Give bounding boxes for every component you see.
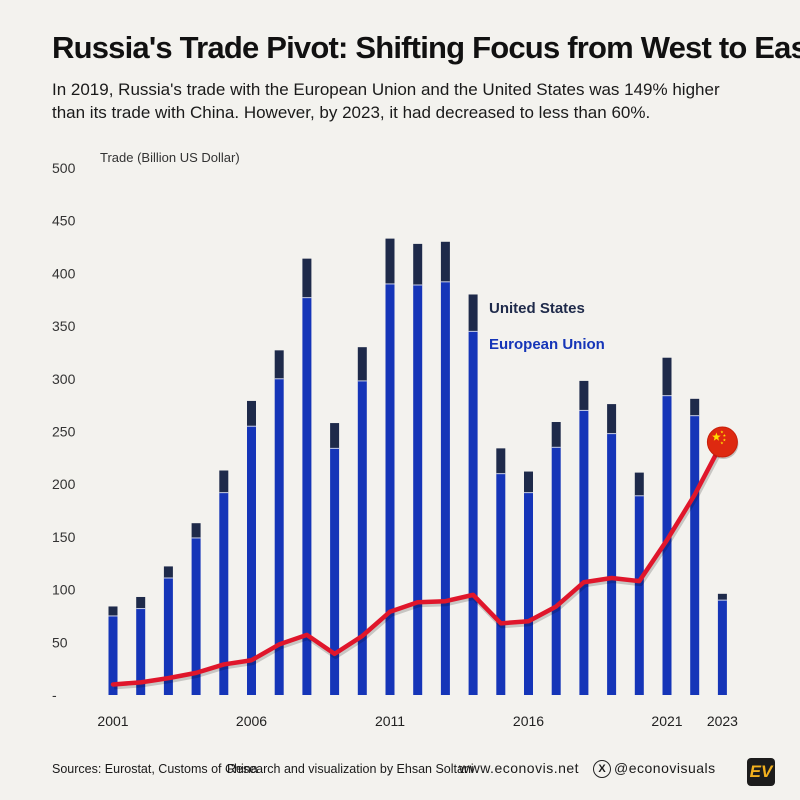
bar-eu <box>551 447 561 695</box>
bar-us <box>219 470 229 493</box>
bar-us <box>690 398 700 416</box>
bar-us <box>385 238 395 284</box>
x-tick-label: 2023 <box>707 713 738 729</box>
bar-us <box>496 448 506 474</box>
page-subtitle: In 2019, Russia's trade with the Europea… <box>52 80 720 122</box>
x-tick-label: 2006 <box>236 713 267 729</box>
footer-social-handle[interactable]: @econovisuals <box>614 760 716 776</box>
econovis-logo: EV <box>747 758 775 786</box>
china-line <box>110 439 725 687</box>
bar-us <box>191 523 201 538</box>
y-tick-label: 500 <box>52 160 76 176</box>
bar-us <box>136 596 146 609</box>
bar-us <box>108 606 118 616</box>
bar-eu <box>163 578 173 695</box>
x-tick-label: 2021 <box>651 713 682 729</box>
bar-us <box>634 472 644 496</box>
y-tick-label: 300 <box>52 371 76 387</box>
china-flag-icon <box>706 426 738 458</box>
legend-european-union: European Union <box>489 336 605 353</box>
flag-star-small <box>722 433 726 437</box>
x-tick-label: 2001 <box>97 713 128 729</box>
y-tick-label: 100 <box>52 582 76 598</box>
bar-eu <box>579 410 589 695</box>
bar-us <box>717 593 727 601</box>
bar-eu <box>219 492 229 695</box>
bar-eu <box>302 297 312 695</box>
y-tick-label: 450 <box>52 213 76 229</box>
y-tick-label: 50 <box>52 634 68 650</box>
flag-star-small <box>720 441 724 445</box>
y-tick-label: 350 <box>52 318 76 334</box>
bar-us <box>607 404 617 434</box>
bar-eu <box>413 284 423 695</box>
y-tick-label: 200 <box>52 476 76 492</box>
bar-eu <box>468 331 478 695</box>
bar-eu <box>440 281 450 695</box>
bar-eu <box>357 380 367 695</box>
bar-eu <box>108 615 118 695</box>
x-tick-label: 2011 <box>375 713 405 729</box>
bar-eu <box>607 433 617 695</box>
bar-us <box>302 258 312 298</box>
bar-eu <box>717 600 727 695</box>
bar-eu <box>385 283 395 695</box>
page-title: Russia's Trade Pivot: Shifting Focus fro… <box>52 30 800 65</box>
bar-eu <box>330 448 340 695</box>
bar-eu <box>634 495 644 695</box>
y-tick-label: 150 <box>52 529 76 545</box>
x-tick-label: 2016 <box>513 713 544 729</box>
bar-us <box>468 294 478 332</box>
bar-eu <box>191 537 201 695</box>
bar-eu <box>274 378 284 695</box>
bar-us <box>357 347 367 381</box>
bar-eu <box>496 473 506 695</box>
bar-us <box>551 422 561 448</box>
footer-website[interactable]: www.econovis.net <box>459 760 580 776</box>
bar-us <box>662 357 672 396</box>
flag-star-large <box>712 432 721 441</box>
bar-us <box>413 243 423 285</box>
flag-star-small <box>722 438 726 442</box>
y-tick-label: - <box>52 687 57 703</box>
legend-united-states: United States <box>489 300 585 317</box>
y-tick-label: 250 <box>52 424 76 440</box>
bar-eu <box>247 426 256 695</box>
bar-eu <box>136 608 146 695</box>
y-tick-label: 400 <box>52 265 76 281</box>
x-logo-icon[interactable]: X <box>593 760 611 778</box>
bar-us <box>524 471 533 493</box>
bar-eu <box>662 395 672 695</box>
bar-us <box>247 400 256 427</box>
y-axis-label: Trade (Billion US Dollar) <box>100 150 240 165</box>
bar-us <box>579 380 589 411</box>
footer-credit: Research and visualization by Ehsan Solt… <box>227 762 474 776</box>
bar-us <box>163 566 173 579</box>
bar-us <box>330 423 340 449</box>
bar-us <box>440 241 450 282</box>
bar-eu <box>690 415 700 695</box>
flag-star-small <box>720 430 724 434</box>
footer-sources: Sources: Eurostat, Customs of China <box>52 762 258 776</box>
bar-us <box>274 350 284 379</box>
bar-eu <box>524 492 533 695</box>
